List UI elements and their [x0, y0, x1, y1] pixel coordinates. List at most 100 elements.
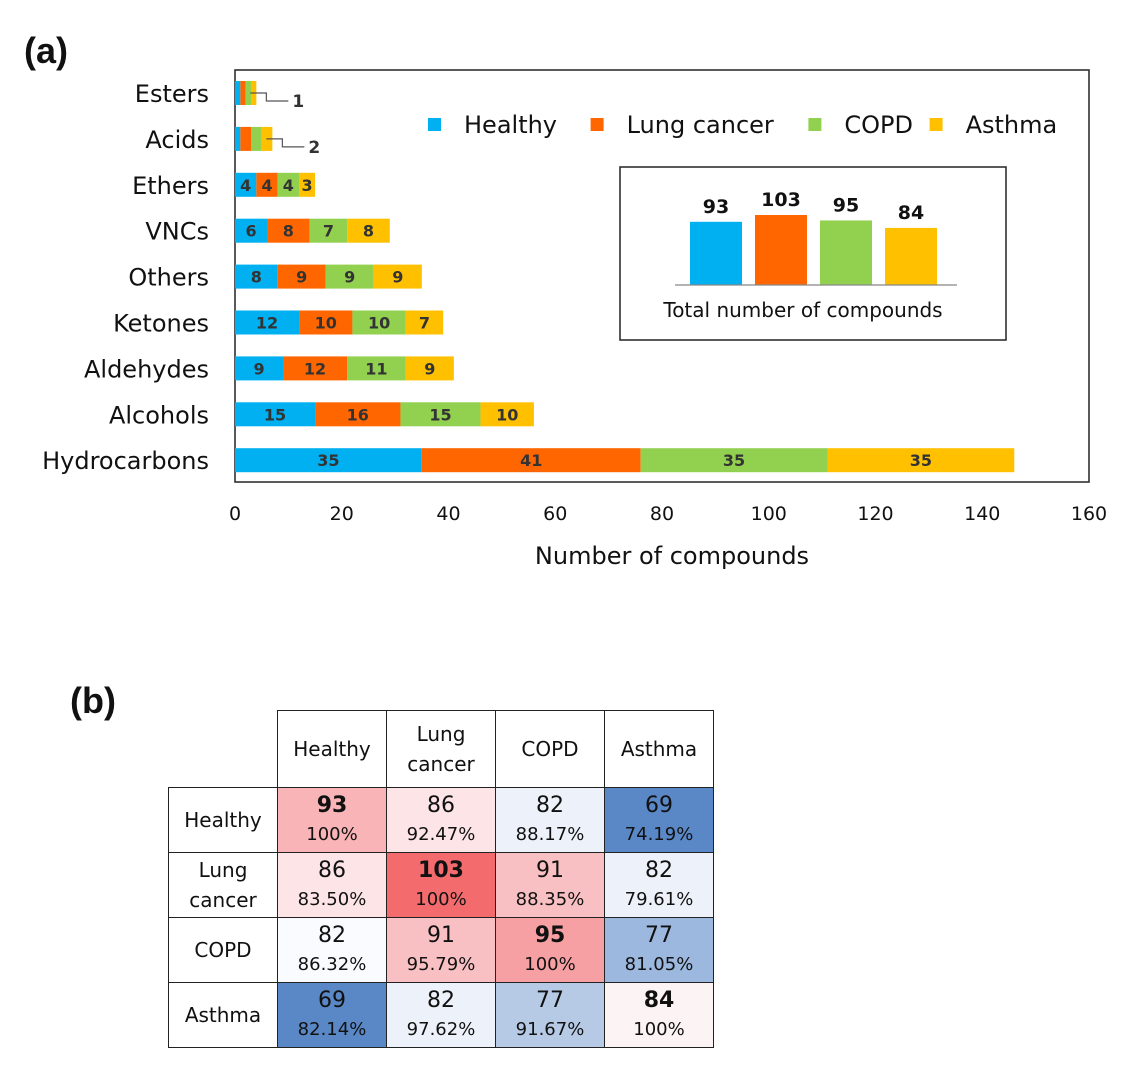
inset-box: [619, 166, 1007, 341]
data-label: 9: [296, 268, 307, 287]
cell-count: 103: [418, 858, 464, 883]
cell-percent: 100%: [633, 1019, 685, 1040]
cell-count: 82: [645, 858, 673, 883]
bar-segment: [267, 218, 310, 243]
legend-swatch: [428, 118, 441, 131]
cell-percent: 74.19%: [624, 824, 694, 845]
heatmap-cell: 77 81.05%: [604, 917, 714, 983]
cell-percent: 100%: [415, 889, 467, 910]
data-label: 10: [496, 405, 518, 424]
bar-segment: [347, 218, 390, 243]
x-tick-label: 0: [229, 503, 241, 525]
data-label: 35: [910, 451, 932, 470]
row-header: Healthy: [168, 787, 278, 853]
overlap-heatmap-table: Healthy Lung cancer COPD Asthma Healthy 93 100%…: [168, 710, 714, 1048]
data-label: 9: [424, 359, 435, 378]
cell-count: 95: [534, 923, 566, 948]
column-header: COPD: [495, 710, 605, 788]
row-header: Lung cancer: [168, 852, 278, 918]
callout-label: 2: [308, 138, 320, 158]
heatmap-cell: 95 100%: [495, 917, 605, 983]
data-label: 8: [251, 268, 262, 287]
bar-segment: [240, 81, 246, 105]
data-label: 3: [301, 176, 312, 195]
category-label: VNCs: [145, 218, 209, 246]
cell-count: 82: [536, 793, 564, 818]
cell-count: 86: [318, 858, 346, 883]
data-label: 10: [368, 314, 390, 333]
callout-line: [250, 92, 289, 102]
inset-bar: [885, 227, 937, 285]
table-row: Asthma 69 82.14% 82 97.62% 77 91.67% 84 100%: [168, 982, 714, 1048]
cell-percent: 92.47%: [406, 824, 476, 845]
cell-count: 82: [318, 923, 346, 948]
heatmap-cell: 69 82.14%: [277, 982, 387, 1048]
cell-count: 69: [645, 793, 673, 818]
legend-label: Asthma: [966, 111, 1058, 139]
legend-swatch: [590, 118, 604, 131]
data-label: 15: [264, 405, 286, 424]
cell-percent: 95.79%: [406, 954, 476, 975]
x-tick-label: 140: [964, 503, 1000, 525]
data-label: 12: [256, 314, 278, 333]
bar-segment: [240, 126, 252, 151]
inset-bar-value: 103: [761, 189, 801, 211]
category-label: Aldehydes: [84, 355, 209, 383]
row-header: COPD: [168, 917, 278, 983]
heatmap-cell: 91 88.35%: [495, 852, 605, 918]
data-label: 4: [283, 176, 294, 195]
legend-label: Healthy: [464, 111, 557, 139]
heatmap-cell: 82 79.61%: [604, 852, 714, 918]
category-label: Esters: [135, 80, 209, 108]
heatmap-cell: 82 88.17%: [495, 787, 605, 853]
x-tick-label: 160: [1071, 503, 1107, 525]
bar-segment: [235, 81, 241, 105]
bar-segment: [405, 356, 454, 381]
bar-segment: [277, 264, 326, 289]
heatmap-cell: 82 97.62%: [386, 982, 496, 1048]
data-label: 7: [323, 222, 334, 241]
x-axis-title: Number of compounds: [535, 542, 809, 570]
data-label: 9: [392, 268, 403, 287]
inset-bar-value: 93: [703, 196, 729, 218]
cell-percent: 81.05%: [624, 954, 694, 975]
data-label: 12: [304, 359, 326, 378]
cell-percent: 88.17%: [515, 824, 585, 845]
bar-segment: [235, 218, 268, 243]
bar-segment: [277, 172, 300, 197]
bar-segment: [373, 264, 422, 289]
data-label: 4: [261, 176, 272, 195]
bar-segment: [251, 126, 262, 151]
legend-label: Lung cancer: [627, 111, 774, 139]
bar-segment: [827, 448, 1015, 473]
cell-count: 77: [645, 923, 673, 948]
cell-count: 82: [427, 988, 455, 1013]
bar-segment: [299, 310, 353, 335]
x-tick-label: 40: [436, 503, 460, 525]
column-header: Lung cancer: [386, 710, 496, 788]
bar-segment: [480, 402, 534, 427]
bar-segment: [352, 310, 406, 335]
category-label: Alcohols: [109, 401, 209, 429]
bar-segment: [235, 310, 300, 335]
cell-percent: 100%: [306, 824, 358, 845]
cell-percent: 100%: [524, 954, 576, 975]
x-tick-label: 60: [543, 503, 567, 525]
inset-bar: [820, 220, 872, 285]
heatmap-cell: 93 100%: [277, 787, 387, 853]
corner-cell: [169, 711, 278, 788]
inset-title: Total number of compounds: [662, 298, 942, 322]
bar-segment: [235, 172, 257, 197]
heatmap-cell: 84 100%: [604, 982, 714, 1048]
cell-percent: 82.14%: [297, 1019, 367, 1040]
bar-segment: [235, 402, 316, 427]
legend-swatch: [808, 118, 822, 131]
heatmap-cell: 91 95.79%: [386, 917, 496, 983]
header-row: Healthy Lung cancer COPD Asthma: [169, 710, 714, 788]
data-label: 8: [283, 222, 294, 241]
x-tick-label: 100: [751, 503, 787, 525]
data-label: 9: [344, 268, 355, 287]
table-row: COPD 82 86.32% 91 95.79% 95 100% 77 81.05%: [168, 917, 714, 983]
bar-segment: [283, 356, 348, 381]
cell-count: 93: [316, 793, 348, 818]
